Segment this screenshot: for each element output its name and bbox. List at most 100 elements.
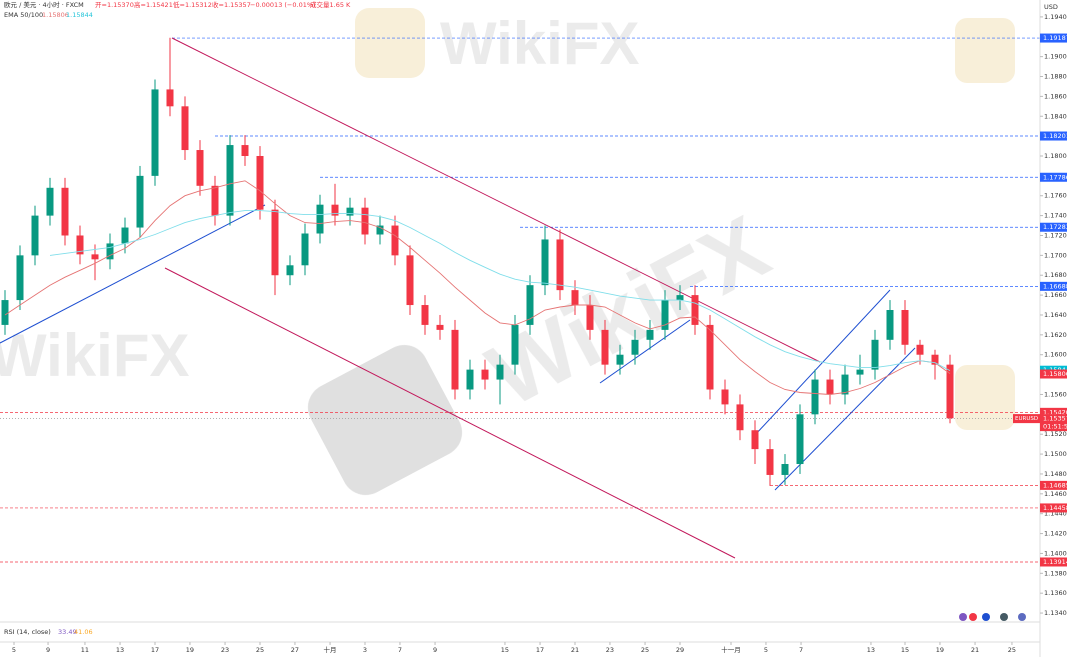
x-tick-label: 7	[398, 646, 402, 654]
y-tick-label: 1.18400	[1044, 112, 1067, 120]
candle-body	[706, 324, 714, 390]
watermark: WikiFX	[0, 322, 189, 389]
candle-body	[91, 254, 99, 260]
x-tick-label: 23	[221, 646, 229, 654]
price-tag-label: 1.17786	[1043, 173, 1067, 181]
y-tick-label: 1.17400	[1044, 212, 1067, 220]
price-tag	[1040, 407, 1067, 417]
candle-body	[211, 185, 219, 216]
y-tick-label: 1.14400	[1044, 510, 1067, 518]
trend-lines	[0, 37, 916, 559]
logo	[955, 365, 1015, 430]
candle-body	[511, 324, 519, 365]
candle-body	[871, 339, 879, 370]
ohlc-close: 收=1.15357	[212, 0, 251, 9]
y-tick-label: 1.15200	[1044, 430, 1067, 438]
y-tick-label: 1.13800	[1044, 569, 1067, 577]
icon[interactable]	[982, 613, 990, 621]
candle-body	[811, 379, 819, 415]
candle-body	[436, 324, 444, 330]
price-tag	[1040, 503, 1067, 513]
candle-body	[361, 207, 369, 235]
symbol-tag-label: EURUSD	[1015, 416, 1038, 422]
x-tick-label: 15	[901, 646, 909, 654]
price-tag-label: 1.19187	[1043, 34, 1067, 42]
x-tick-label: 9	[433, 646, 437, 654]
candle-body	[946, 364, 954, 419]
change: −0.00013 (−0.01%)	[250, 1, 316, 9]
price-tag-label: 1.15357	[1043, 415, 1067, 423]
symbol: 欧元 / 美元 · 4小时 · FXCM	[4, 0, 84, 9]
x-tick-label: 21	[571, 646, 579, 654]
y-tick-label: 1.14000	[1044, 549, 1067, 557]
y-tick-label: 1.17600	[1044, 192, 1067, 200]
x-tick-label: 3	[363, 646, 367, 654]
candle-body	[226, 145, 234, 216]
trend-line	[774, 347, 916, 491]
y-tick-label: 1.15000	[1044, 450, 1067, 458]
candle-body	[496, 364, 504, 380]
y-tick-label: 1.15600	[1044, 390, 1067, 398]
price-tag	[1040, 131, 1067, 141]
candle-body	[1, 300, 9, 325]
candle-body	[586, 305, 594, 330]
candle-body	[331, 204, 339, 216]
candle-body	[241, 145, 249, 156]
candle-body	[421, 305, 429, 325]
candle-body	[481, 369, 489, 380]
x-tick-label: 27	[291, 646, 299, 654]
icon[interactable]	[959, 613, 967, 621]
candle-body	[796, 414, 804, 465]
candle-body	[856, 369, 864, 375]
rsi-label: RSI (14, close)	[4, 628, 51, 636]
x-tick-label: 19	[936, 646, 944, 654]
price-tag	[1040, 369, 1067, 379]
watermark: WikiFX	[473, 197, 784, 426]
rsi-value: 41.06	[74, 628, 93, 636]
y-tick-label: 1.18600	[1044, 92, 1067, 100]
logo	[355, 8, 425, 78]
icon[interactable]	[1018, 613, 1026, 621]
candle-body	[646, 329, 654, 340]
price-tag	[1040, 172, 1067, 182]
candle-body	[376, 225, 384, 235]
symbol-tag	[1013, 414, 1040, 424]
candle-body	[721, 389, 729, 405]
y-tick-label: 1.14800	[1044, 470, 1067, 478]
candle-body	[601, 329, 609, 365]
price-tag-label: 1.13914	[1043, 558, 1067, 566]
x-tick-label: 7	[799, 646, 803, 654]
candle-body	[16, 255, 24, 301]
y-tick-label: 1.19400	[1044, 13, 1067, 21]
toolbar-icons[interactable]	[959, 613, 1026, 621]
logo	[955, 18, 1015, 83]
icon[interactable]	[1000, 613, 1008, 621]
y-tick-label: 1.16400	[1044, 311, 1067, 319]
logo	[307, 344, 463, 496]
trend-line	[164, 267, 736, 559]
candle-body	[106, 243, 114, 260]
candle-body	[766, 449, 774, 475]
candle-body	[256, 155, 264, 210]
x-tick-label: 十月	[324, 645, 337, 654]
trend-line	[599, 319, 691, 384]
candle-body	[886, 310, 894, 340]
y-tick-label: 1.18800	[1044, 73, 1067, 81]
icon[interactable]	[969, 613, 977, 621]
price-tag	[1040, 557, 1067, 567]
x-tick-label: 23	[606, 646, 614, 654]
x-tick-label: 5	[764, 646, 768, 654]
candle-body	[841, 374, 849, 395]
x-tick-label: 25	[641, 646, 649, 654]
candle-body	[466, 369, 474, 390]
candle-body	[316, 204, 324, 234]
candle-body	[736, 404, 744, 431]
ema-value: 1.15806	[42, 11, 69, 19]
ohlc-high: 高=1.15421	[134, 0, 173, 9]
candle-body	[901, 310, 909, 345]
price-tag	[1040, 222, 1067, 232]
candle-body	[166, 89, 174, 107]
x-tick-label: 17	[151, 646, 159, 654]
candle-body	[616, 354, 624, 365]
